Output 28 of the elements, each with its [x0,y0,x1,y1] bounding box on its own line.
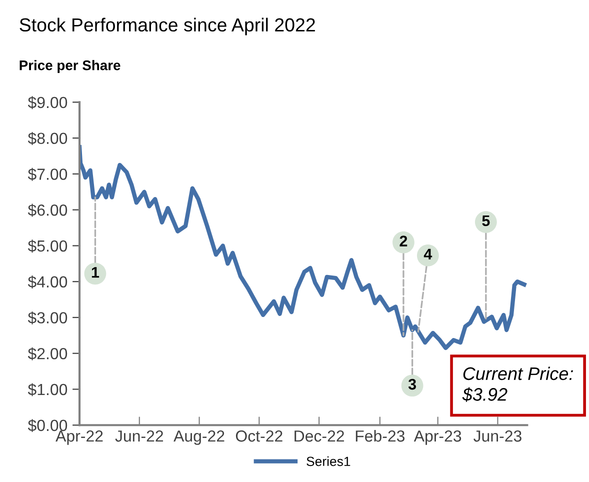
annotation: 5 [482,215,490,226]
y-tick-label: $0.00 [28,419,68,432]
y-tick-label: $3.00 [28,311,68,324]
x-tick-label: Dec-22 [294,430,344,442]
x-tick-label: Feb-23 [356,430,405,442]
y-tick-label: $8.00 [28,132,68,145]
y-tick-label: $6.00 [28,204,68,217]
x-tick-label: Jun-23 [474,430,522,442]
y-tick-label: $1.00 [28,383,68,396]
annotation: 2 [400,236,408,246]
y-tick-label: $7.00 [28,168,68,181]
x-tick-label: Aug-22 [174,430,224,445]
x-tick-label: Jun-22 [115,430,164,442]
line-series [80,144,526,350]
chart-title: Stock Performance since April 2022 [20,18,315,36]
annotation: 3 [408,378,416,390]
y-tick-label: $4.00 [28,276,68,288]
annotation: 4 [424,248,432,260]
legend-label: Series1 [306,456,350,466]
x-tick-label: Oct-22 [236,430,282,442]
x-tick-label: Apr-23 [414,430,462,445]
y-tick-label: $2.00 [28,347,68,360]
annotation: Current Price: $3.92 [462,366,574,402]
x-tick-label: Apr-22 [56,430,103,445]
y-tick-label: $9.00 [28,96,68,110]
y-axis-title: Price per Share [20,60,120,73]
y-tick-label: $5.00 [28,240,68,253]
annotation: 1 [92,267,100,278]
